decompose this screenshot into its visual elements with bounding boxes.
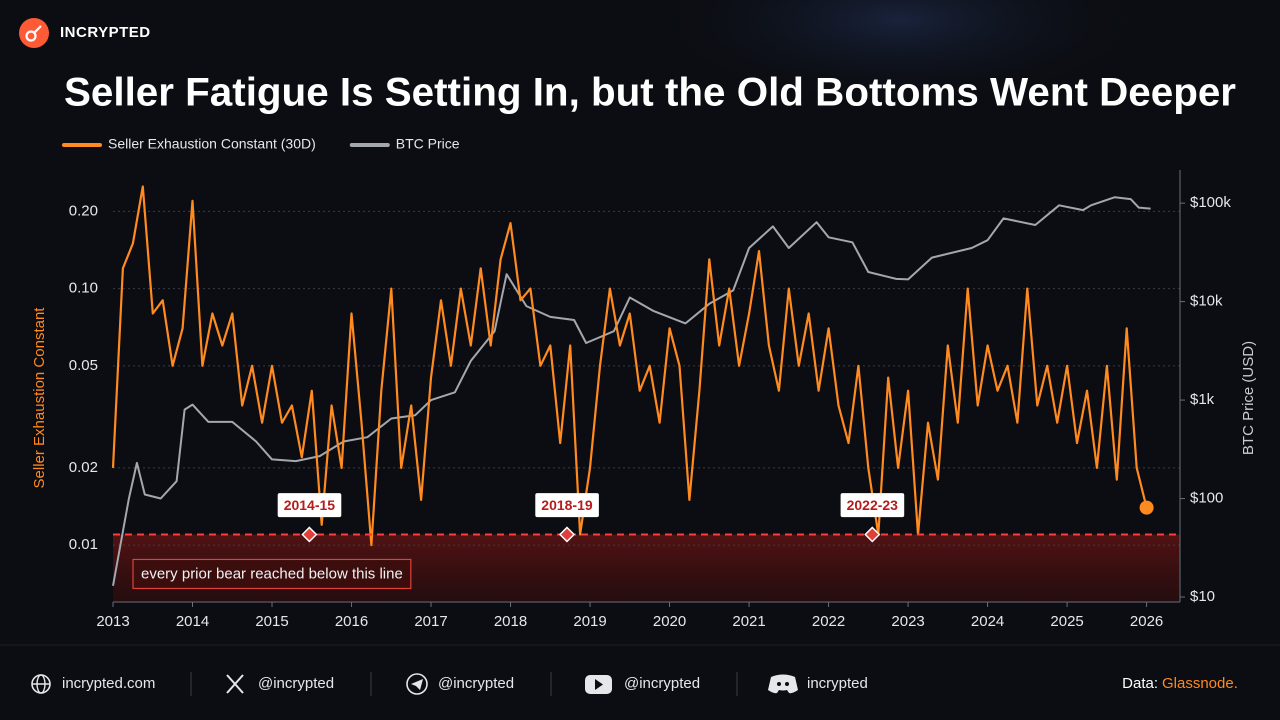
x-tick-label: 2014	[176, 613, 209, 630]
discord-icon	[785, 682, 789, 686]
price-line	[112, 196, 1151, 586]
footer: incrypted.com @incrypted @incrypted @inc…	[31, 672, 1238, 696]
y-tick-label: 0.05	[69, 357, 98, 374]
bear-label-box	[840, 493, 905, 518]
y-axis-label: Seller Exhaustion Constant	[31, 307, 48, 489]
x-tick-label: 2022	[812, 613, 845, 630]
y2-tick-label: $10k	[1190, 293, 1223, 310]
footer-site: incrypted.com	[62, 675, 155, 692]
bear-label: 2014-15	[284, 497, 336, 513]
legend-label: Seller Exhaustion Constant (30D)	[108, 136, 316, 152]
bear-label: 2018-19	[541, 497, 593, 513]
discord-icon	[768, 674, 798, 694]
annotation-box	[132, 558, 412, 590]
bear-marker	[301, 526, 318, 543]
latest-point	[1139, 500, 1154, 515]
background-glow	[640, 0, 1160, 110]
x-tick-label: 2025	[1050, 613, 1083, 630]
x-tick-label: 2015	[255, 613, 288, 630]
brand: INCRYPTED	[60, 24, 151, 41]
telegram-icon	[406, 673, 428, 695]
x-tick-label: 2026	[1130, 613, 1163, 630]
bear-marker	[558, 526, 576, 543]
y2-tick-label: $1k	[1190, 391, 1215, 408]
y-tick-label: 0.20	[69, 202, 98, 219]
x-tick-label: 2024	[971, 613, 1004, 630]
x-tick-label: 2017	[414, 613, 447, 630]
y2-tick-label: $10	[1190, 588, 1215, 605]
annotation: every prior bear reached below this line	[141, 565, 403, 582]
discord-icon	[777, 682, 781, 686]
y-tick-label: 0.02	[69, 459, 98, 476]
youtube-icon	[595, 679, 603, 690]
source-prefix: Data:	[1122, 675, 1158, 692]
y2-tick-label: $100	[1190, 490, 1223, 507]
bear-label-box	[277, 493, 342, 518]
bear-label-box	[535, 493, 599, 518]
logo-key	[33, 25, 42, 34]
telegram-icon	[411, 679, 423, 690]
footer-telegram: @incrypted	[438, 675, 514, 692]
chart-title: Seller Fatigue Is Setting In, but the Ol…	[64, 71, 1236, 115]
x-tick-label: 2021	[732, 613, 765, 630]
y-tick-label: 0.10	[69, 280, 98, 297]
y-tick-label: 0.01	[69, 536, 98, 553]
footer-youtube: @incrypted	[624, 675, 700, 692]
logo: INCRYPTED	[19, 18, 151, 48]
x-tick-label: 2019	[573, 613, 606, 630]
plot-area: 0.20 0.10 0.05 0.02 0.01 $100k $10k $1k $100 $10 2…	[69, 170, 1231, 630]
footer-x: @incrypted	[258, 675, 334, 692]
source: Glassnode.	[1162, 675, 1238, 692]
x-tick-label: 2020	[653, 613, 686, 630]
x-tick-label: 2023	[891, 613, 924, 630]
legend-label: BTC Price	[396, 136, 460, 152]
bear-label: 2022-23	[847, 497, 899, 513]
x-tick-label: 2013	[96, 613, 129, 630]
footer-discord: incrypted	[807, 675, 868, 692]
indicator-line	[111, 185, 1148, 547]
legend: Seller Exhaustion Constant (30D) BTC Pric…	[62, 136, 460, 152]
x-tick-label: 2016	[335, 613, 368, 630]
x-icon	[226, 674, 244, 694]
bear-marker	[864, 526, 881, 543]
y2-tick-label: $100k	[1190, 194, 1231, 211]
x-tick-label: 2018	[494, 613, 527, 630]
logo-key	[25, 30, 37, 42]
y2-axis-label: BTC Price (USD)	[1240, 341, 1257, 455]
